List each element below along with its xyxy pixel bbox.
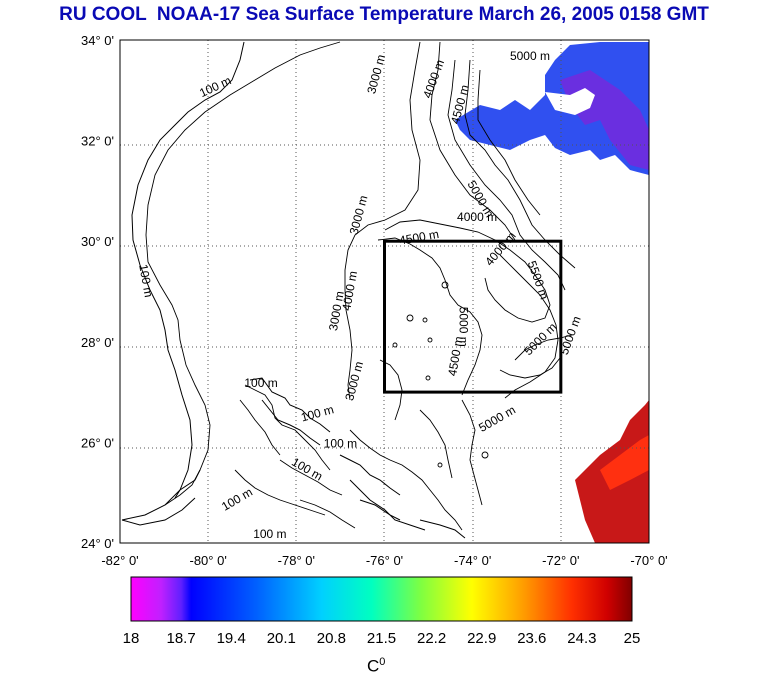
map-frame bbox=[119, 39, 650, 544]
latitude-label: 34° 0' bbox=[81, 33, 114, 48]
colorbar-tick-label: 19.4 bbox=[217, 630, 246, 647]
latitude-label: 26° 0' bbox=[81, 435, 114, 450]
colorbar-unit-base: C bbox=[367, 656, 380, 676]
map-title: RU COOL NOAA-17 Sea Surface Temperature … bbox=[59, 4, 709, 25]
contour-depth-label: 100 m bbox=[289, 455, 325, 484]
contour-depth-label: 3000 m bbox=[342, 360, 366, 402]
longitude-label: -80° 0' bbox=[190, 553, 227, 568]
longitude-label: -70° 0' bbox=[630, 553, 667, 568]
longitude-label: -82° 0' bbox=[101, 553, 138, 568]
longitude-label: -78° 0' bbox=[278, 553, 315, 568]
contour-depth-label: 5500 m bbox=[525, 259, 552, 301]
colorbar-tick-label: 22.2 bbox=[417, 630, 446, 647]
contour-depth-label: 100 m bbox=[244, 376, 277, 390]
longitude-labels: -82° 0' -80° 0' -78° 0' -76° 0' -74° 0' -72° … bbox=[101, 553, 667, 568]
coastline bbox=[121, 41, 466, 539]
colorbar-tick-label: 18.7 bbox=[166, 630, 195, 647]
latitude-label: 30° 0' bbox=[81, 234, 114, 249]
contour-depth-label: 4500 m bbox=[398, 227, 440, 248]
colorbar-tick-label: 24.3 bbox=[567, 630, 596, 647]
contour-depth-label: 5000 m bbox=[476, 403, 518, 435]
bathymetry-contours bbox=[145, 41, 576, 531]
contour-depth-label: 100 m bbox=[253, 527, 286, 541]
colorbar-tick-labels: 18 18.7 19.4 20.1 20.8 21.5 22.2 22.9 23.6 24.3 25 bbox=[123, 630, 641, 647]
sst-patch-north bbox=[455, 42, 649, 175]
contour-depth-label: 100 m bbox=[324, 436, 357, 450]
latitude-label: 32° 0' bbox=[81, 134, 114, 149]
contour-depth-label: 5000 m bbox=[456, 307, 470, 347]
colorbar-unit: C0 bbox=[367, 656, 385, 677]
latitude-labels: 34° 0' 32° 0' 30° 0' 28° 0' 26° 0' 24° 0' bbox=[81, 33, 114, 551]
colorbar-tick-label: 20.8 bbox=[317, 630, 346, 647]
contour-depth-label: 3000 m bbox=[326, 290, 347, 332]
colorbar-tick-label: 20.1 bbox=[267, 630, 296, 647]
colorbar-tick-label: 23.6 bbox=[517, 630, 546, 647]
sst-data-layer bbox=[455, 42, 649, 543]
contour-depth-label: 4000 m bbox=[457, 210, 497, 224]
contour-depth-label: 3000 m bbox=[364, 53, 388, 95]
longitude-label: -74° 0' bbox=[454, 553, 491, 568]
contour-depth-label: 100 m bbox=[219, 485, 255, 514]
colorbar-tick-label: 18 bbox=[123, 630, 140, 647]
contour-depth-label: 4000 m bbox=[339, 270, 360, 312]
colorbar-tick-label: 22.9 bbox=[467, 630, 496, 647]
longitude-label: -76° 0' bbox=[366, 553, 403, 568]
latitude-label: 24° 0' bbox=[81, 536, 114, 551]
colorbar-tick-label: 25 bbox=[624, 630, 641, 647]
contour-depth-label: 4500 m bbox=[445, 335, 466, 377]
contour-depth-label: 5000 m bbox=[510, 49, 550, 63]
colorbar-tick-label: 21.5 bbox=[367, 630, 396, 647]
contour-depth-label: 3000 m bbox=[347, 194, 371, 236]
latitude-label: 28° 0' bbox=[81, 335, 114, 350]
contour-depth-label: 4000 m bbox=[420, 58, 447, 100]
sst-patch-south-detail bbox=[600, 435, 649, 490]
longitude-label: -72° 0' bbox=[542, 553, 579, 568]
study-area-box bbox=[383, 239, 563, 394]
contour-depth-label: 100 m bbox=[299, 402, 335, 424]
sst-patch-north-light bbox=[545, 88, 595, 115]
colorbar bbox=[130, 576, 633, 622]
contour-depth-label: 4000 m bbox=[482, 229, 518, 269]
colorbar-unit-sup: 0 bbox=[379, 656, 386, 668]
contour-depth-label: 100 m bbox=[136, 263, 156, 298]
